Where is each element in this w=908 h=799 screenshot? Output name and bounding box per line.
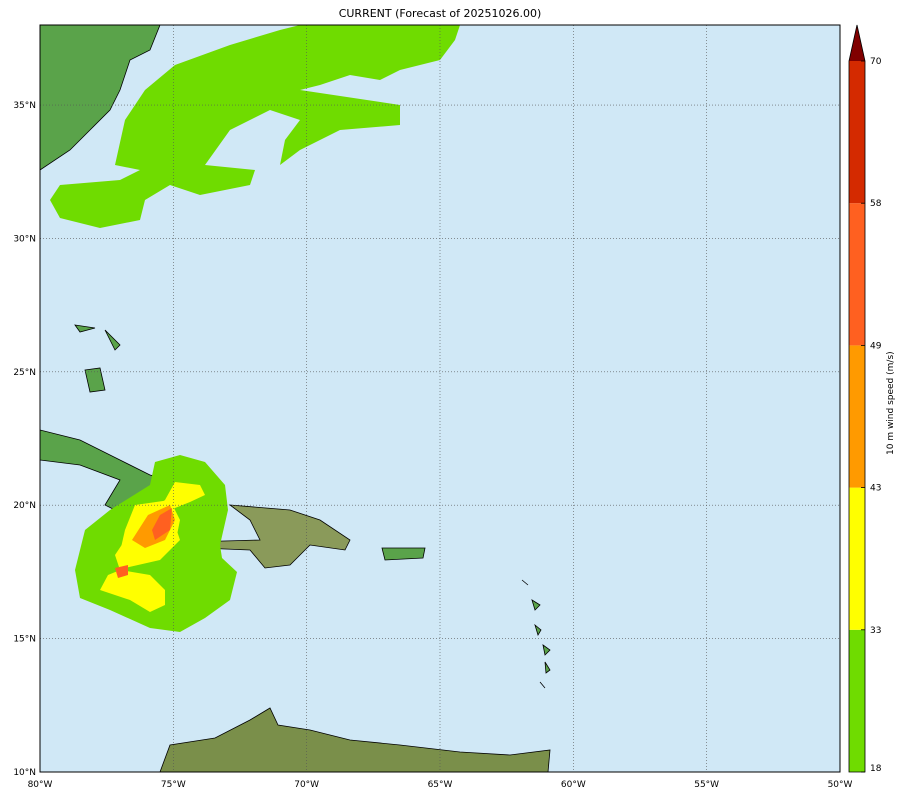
lon-tick-label: 50°W bbox=[828, 780, 853, 790]
colorbar-segment bbox=[849, 487, 865, 630]
lon-tick-label: 60°W bbox=[561, 780, 586, 790]
wind-18-33-north bbox=[50, 25, 460, 228]
colorbar-label: 10 m wind speed (m/s) bbox=[886, 351, 896, 455]
colorbar-tick-label: 33 bbox=[870, 626, 881, 636]
colorbar-segment bbox=[849, 629, 865, 772]
lat-tick-label: 35°N bbox=[13, 101, 36, 111]
axis-ticks: 80°W 75°W 70°W 65°W 60°W 55°W 50°W 10°N 15°N 20°N… bbox=[13, 101, 852, 790]
lon-tick-label: 80°W bbox=[28, 780, 53, 790]
land-bahamas bbox=[74, 324, 121, 393]
land-south-america bbox=[159, 707, 551, 772]
land-lesser-antilles bbox=[521, 579, 551, 689]
land-hispaniola bbox=[188, 504, 351, 569]
lon-tick-label: 55°W bbox=[694, 780, 719, 790]
lat-tick-label: 10°N bbox=[13, 768, 36, 778]
lat-tick-label: 15°N bbox=[13, 635, 36, 645]
lon-tick-label: 65°W bbox=[428, 780, 453, 790]
colorbar-segment bbox=[849, 345, 865, 488]
lat-tick-label: 30°N bbox=[13, 234, 36, 244]
colorbar-tick-label: 49 bbox=[870, 341, 882, 351]
wind-contours bbox=[50, 25, 460, 632]
colorbar-outline bbox=[848, 24, 866, 773]
colorbar-segment bbox=[849, 203, 865, 346]
colorbar-tick-label: 58 bbox=[870, 199, 882, 209]
colorbar-tick-label: 70 bbox=[870, 57, 882, 67]
colorbar-tick-label: 43 bbox=[870, 484, 881, 494]
colorbar-segment bbox=[849, 61, 865, 204]
colorbar: 18 33 43 49 58 70 bbox=[848, 24, 882, 774]
lon-tick-label: 70°W bbox=[294, 780, 319, 790]
map-title: CURRENT (Forecast of 20251026.00) bbox=[338, 7, 542, 20]
lon-tick-label: 75°W bbox=[161, 780, 186, 790]
colorbar-extend-arrow bbox=[849, 25, 865, 61]
colorbar-tick-label: 18 bbox=[870, 764, 882, 774]
lat-tick-label: 20°N bbox=[13, 501, 36, 511]
land-puerto-rico bbox=[381, 547, 426, 561]
map-frame bbox=[39, 24, 841, 773]
wind-49-58 bbox=[115, 508, 172, 578]
lat-tick-label: 25°N bbox=[13, 368, 36, 378]
land-us-coast bbox=[40, 25, 161, 171]
graticule bbox=[40, 25, 840, 772]
